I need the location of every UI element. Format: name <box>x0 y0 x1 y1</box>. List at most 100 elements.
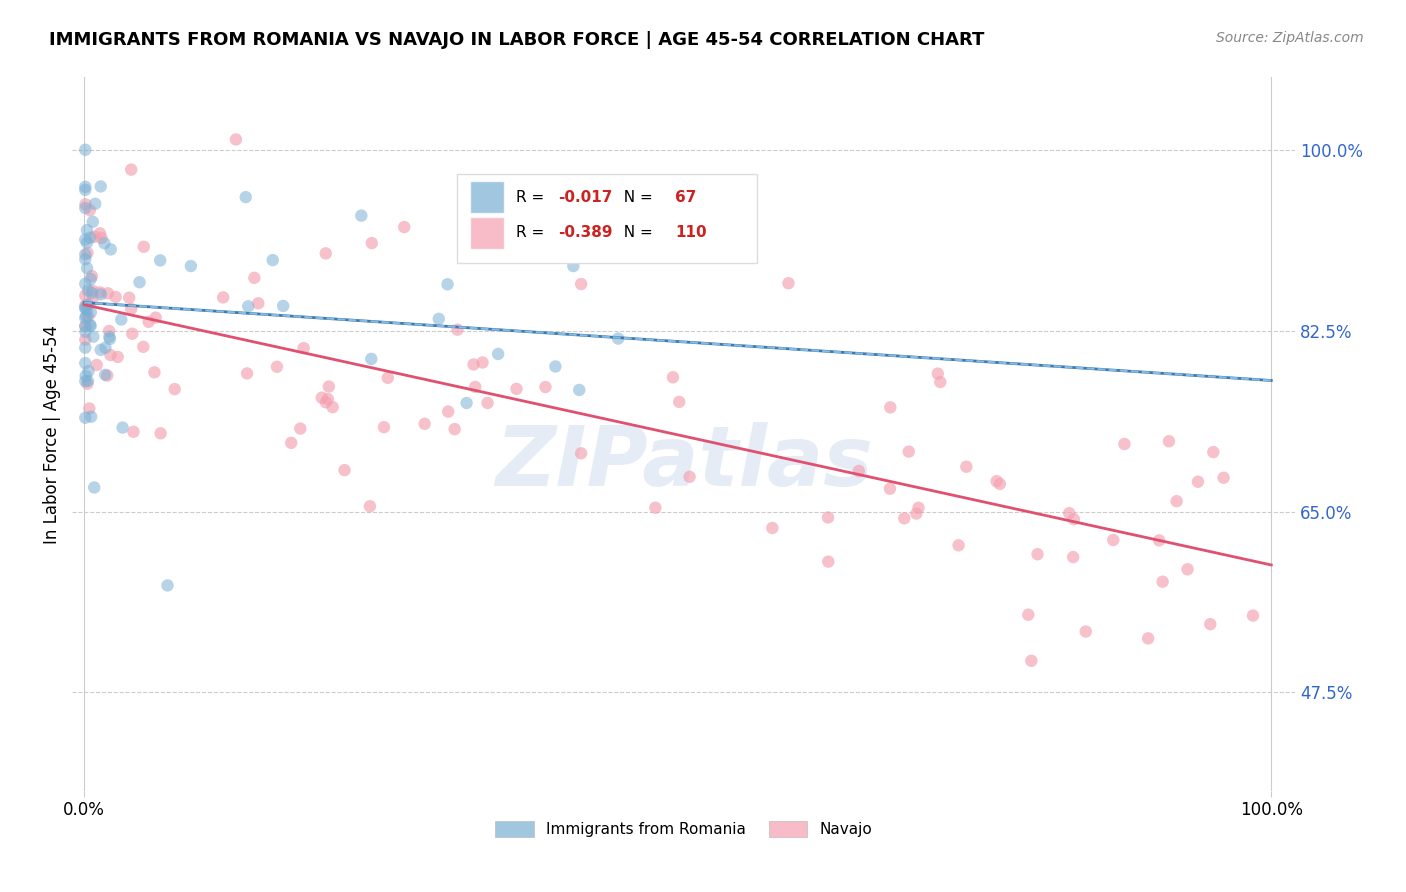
Point <box>607 332 630 346</box>
Point <box>436 277 458 292</box>
Point <box>1026 547 1049 561</box>
Point <box>76 261 98 276</box>
Point <box>235 190 257 204</box>
Point <box>75 143 97 157</box>
Point <box>79 318 101 333</box>
Point <box>90 179 112 194</box>
Point <box>76 235 98 250</box>
Point <box>75 247 97 261</box>
Point <box>82 329 104 343</box>
Point <box>132 240 155 254</box>
Point <box>778 277 800 291</box>
Text: -0.389: -0.389 <box>558 226 612 241</box>
Point <box>668 395 690 409</box>
Point <box>75 288 97 302</box>
Point <box>879 482 901 496</box>
Point <box>562 259 585 273</box>
Text: R =: R = <box>516 226 550 241</box>
Point <box>98 332 121 346</box>
Text: N =: N = <box>614 190 658 205</box>
Point <box>568 383 591 397</box>
Point <box>75 319 97 334</box>
Point <box>75 310 97 325</box>
Point <box>1241 608 1264 623</box>
Point <box>75 356 97 370</box>
FancyBboxPatch shape <box>470 217 503 249</box>
Point <box>79 401 101 416</box>
Point <box>82 284 104 298</box>
Point <box>86 358 108 372</box>
Point <box>486 347 509 361</box>
Point <box>225 132 247 146</box>
Point <box>79 230 101 244</box>
Point <box>1017 607 1039 622</box>
Text: IMMIGRANTS FROM ROMANIA VS NAVAJO IN LABOR FORCE | AGE 45-54 CORRELATION CHART: IMMIGRANTS FROM ROMANIA VS NAVAJO IN LAB… <box>49 31 984 49</box>
Point <box>350 209 373 223</box>
Point <box>988 477 1011 491</box>
Point <box>262 253 284 268</box>
Point <box>893 511 915 525</box>
Point <box>76 298 98 312</box>
Point <box>75 197 97 211</box>
Point <box>80 269 103 284</box>
Point <box>1177 562 1199 576</box>
Point <box>132 340 155 354</box>
Point <box>76 246 98 260</box>
Point <box>76 302 98 317</box>
Point <box>82 293 104 308</box>
Point <box>75 298 97 312</box>
Point <box>360 351 382 366</box>
Point <box>96 368 118 383</box>
Point <box>83 480 105 494</box>
Point <box>905 507 928 521</box>
Point <box>1114 437 1136 451</box>
Text: R =: R = <box>516 190 550 205</box>
Point <box>94 341 117 355</box>
Point <box>1137 632 1160 646</box>
Point <box>236 367 259 381</box>
Point <box>79 203 101 218</box>
Point <box>76 223 98 237</box>
Point <box>75 201 97 215</box>
Point <box>897 444 920 458</box>
Point <box>80 305 103 319</box>
Point <box>1147 533 1170 548</box>
Point <box>121 326 143 341</box>
Text: ZIPatlas: ZIPatlas <box>495 422 873 503</box>
Point <box>929 375 952 389</box>
Point <box>311 391 333 405</box>
Point <box>569 446 592 460</box>
Point <box>456 396 478 410</box>
Point <box>271 299 294 313</box>
Point <box>315 395 337 409</box>
Point <box>89 227 111 241</box>
Point <box>98 324 121 338</box>
Point <box>75 179 97 194</box>
Point <box>377 371 399 385</box>
Point <box>948 538 970 552</box>
Point <box>90 231 112 245</box>
Point <box>83 229 105 244</box>
FancyBboxPatch shape <box>470 181 503 213</box>
Point <box>1212 471 1234 485</box>
Point <box>477 396 499 410</box>
Point <box>1199 617 1222 632</box>
Point <box>316 392 339 406</box>
Point <box>80 272 103 286</box>
Point <box>1057 506 1080 520</box>
Point <box>77 374 100 388</box>
Point <box>75 277 97 291</box>
Text: 110: 110 <box>675 226 707 241</box>
Point <box>413 417 436 431</box>
Point <box>471 355 494 369</box>
Point <box>149 426 172 441</box>
Point <box>534 380 557 394</box>
Text: 67: 67 <box>675 190 696 205</box>
Point <box>138 315 160 329</box>
Point <box>443 422 465 436</box>
Point <box>107 350 129 364</box>
Point <box>110 312 132 326</box>
Point <box>463 358 485 372</box>
Point <box>360 236 382 251</box>
Point <box>927 367 949 381</box>
